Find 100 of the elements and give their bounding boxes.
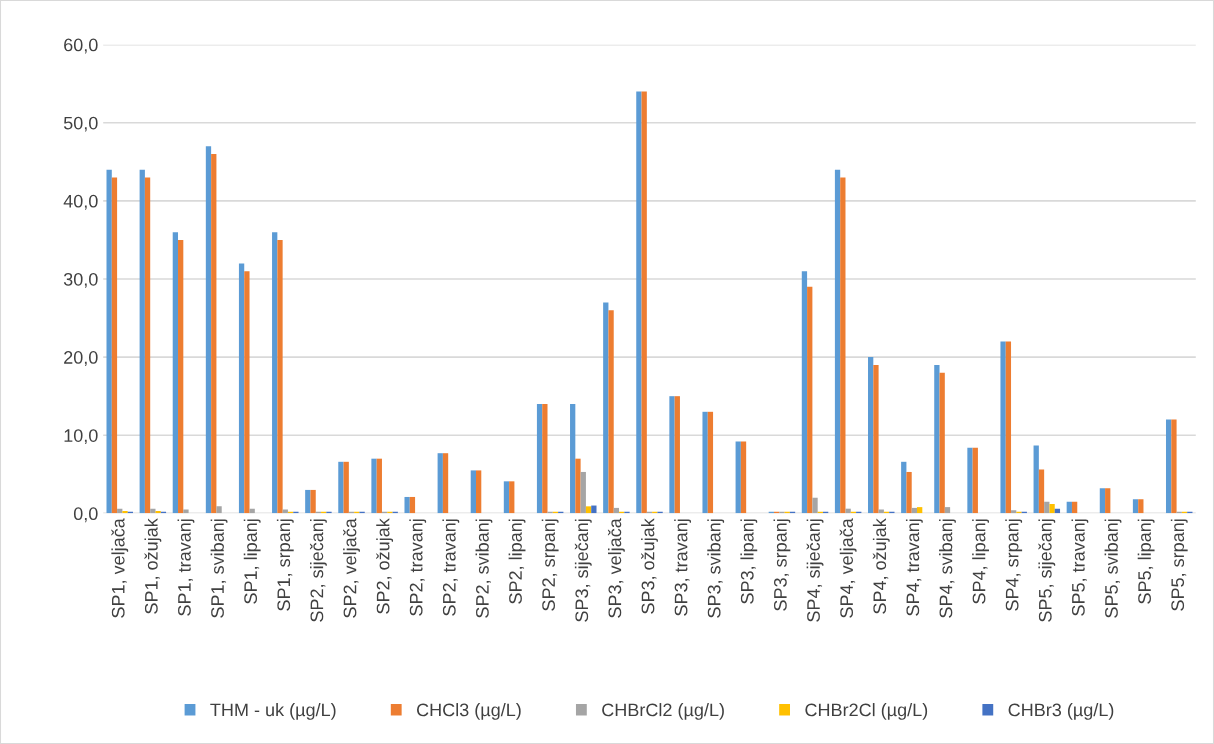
x-tick-label: SP4, travanj	[905, 519, 923, 616]
bar	[178, 239, 184, 514]
bar	[575, 458, 581, 514]
x-tick-label: SP3, lipanj	[740, 519, 758, 604]
bar	[536, 403, 543, 514]
bar	[150, 508, 156, 514]
x-tick-label: SP2, lipanj	[508, 519, 526, 604]
bar	[906, 471, 912, 514]
y-tick-label: 20,0	[64, 351, 98, 366]
x-tick-label: SP3, svibanj	[707, 519, 725, 618]
x-tick-label: SP4, veljača	[839, 518, 857, 618]
x-tick-label: SP1, travanj	[177, 519, 195, 616]
bar	[509, 481, 515, 514]
bar	[503, 481, 510, 514]
bar	[282, 509, 288, 514]
x-tick-label: SP5, lipanj	[1137, 519, 1155, 604]
bar	[470, 470, 476, 514]
legend-label: CHBr2Cl (µg/L)	[805, 703, 928, 720]
bar	[376, 458, 382, 514]
bar	[272, 232, 278, 514]
bar	[238, 263, 245, 514]
bar	[917, 507, 923, 514]
bar	[211, 154, 217, 514]
bar	[371, 458, 377, 514]
bar	[868, 357, 874, 514]
x-tick-label: SP3, srpanj	[773, 519, 791, 611]
bar	[580, 471, 586, 514]
bar	[901, 461, 907, 514]
bar	[641, 91, 647, 514]
x-tick-label: SP5, srpanj	[1170, 519, 1188, 611]
bar	[139, 169, 145, 514]
bar	[1171, 419, 1177, 514]
legend-label: CHCl3 (µg/L)	[417, 703, 521, 720]
bar	[1099, 488, 1106, 514]
bar	[1038, 469, 1045, 514]
x-tick-label: SP1, srpanj	[276, 519, 294, 611]
bar	[812, 497, 818, 514]
bar	[878, 509, 884, 514]
bar	[122, 511, 128, 514]
bar	[1138, 499, 1144, 514]
bar	[144, 177, 151, 514]
bar	[840, 177, 846, 514]
bar	[735, 441, 741, 514]
bar	[807, 286, 813, 514]
bar	[442, 453, 449, 514]
bar	[338, 461, 344, 514]
legend-label: CHBr3 (µg/L)	[1008, 703, 1114, 720]
bar	[740, 441, 747, 514]
y-tick-label: 0,0	[73, 507, 98, 523]
bar	[183, 509, 189, 514]
bar	[1049, 503, 1055, 514]
x-tick-label: SP2, siječanj	[309, 519, 327, 622]
bar	[939, 372, 945, 514]
y-tick-label: 10,0	[64, 429, 98, 445]
legend-label: CHBrCl2 (µg/L)	[602, 703, 724, 720]
x-tick-label: SP4, srpanj	[1005, 519, 1023, 611]
bar	[636, 91, 642, 514]
bar	[1105, 488, 1111, 514]
x-tick-label: SP2, travanj	[442, 519, 460, 616]
bar	[801, 271, 808, 514]
bar	[1033, 445, 1039, 514]
bar	[608, 310, 614, 514]
bar	[674, 396, 680, 514]
bar	[1132, 499, 1139, 514]
x-tick-label: SP1, veljača	[111, 518, 129, 618]
bar	[967, 447, 973, 514]
bar	[305, 489, 311, 514]
x-tick-label: SP2, travanj	[409, 519, 427, 616]
bar	[172, 232, 179, 514]
y-tick-label: 30,0	[63, 272, 98, 288]
y-tick-label: 40,0	[63, 194, 98, 210]
x-tick-label: SP3, ožujak	[641, 518, 658, 614]
x-tick-label: SP5, siječanj	[1038, 519, 1056, 622]
legend-label: THM - uk (µg/L)	[210, 703, 336, 720]
bar	[404, 496, 410, 514]
bar	[1005, 341, 1012, 514]
bar	[591, 505, 597, 514]
bar	[476, 470, 482, 514]
x-tick-label: SP2, srpanj	[541, 519, 559, 611]
bar	[1000, 341, 1006, 514]
bar	[244, 271, 250, 514]
x-tick-label: SP3, siječanj	[574, 519, 592, 622]
bar	[542, 403, 548, 514]
x-tick-label: SP1, svibanj	[210, 519, 228, 618]
bar	[277, 239, 283, 514]
bar	[702, 411, 708, 514]
bar	[944, 507, 951, 514]
bar	[409, 496, 416, 514]
bar	[570, 403, 576, 514]
bar	[106, 169, 112, 514]
x-tick-label: SP4, lipanj	[972, 519, 989, 604]
bar	[834, 169, 841, 514]
bar	[669, 396, 675, 514]
x-tick-label: SP2, veljača	[343, 518, 360, 618]
bar	[845, 508, 851, 514]
y-tick-label: 50,0	[63, 116, 98, 132]
x-tick-label: SP5, travanj	[1071, 519, 1089, 616]
bar	[585, 506, 592, 514]
bar	[873, 364, 879, 514]
x-tick-label: SP3, travanj	[674, 519, 692, 616]
